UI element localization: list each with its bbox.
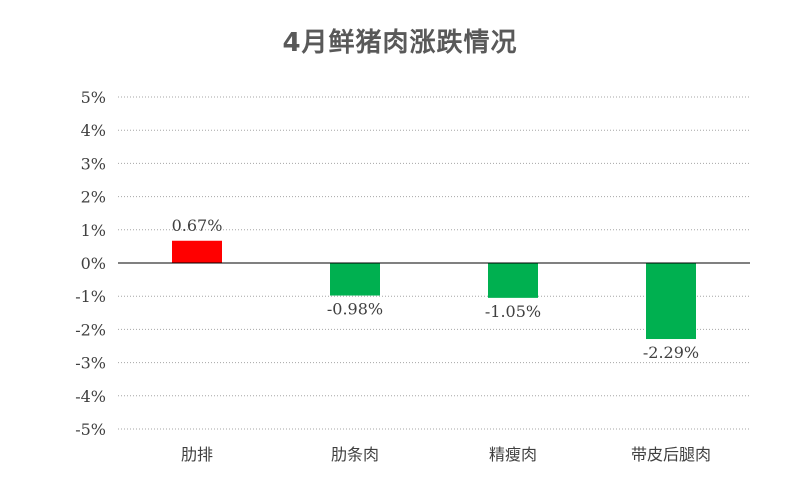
bar — [488, 263, 538, 298]
data-label: -1.05% — [485, 302, 541, 321]
bar — [172, 240, 222, 263]
bar — [646, 263, 696, 340]
y-tick-label: -4% — [75, 387, 106, 406]
y-tick-label: -2% — [75, 320, 106, 339]
category-label: 带皮后腿肉 — [631, 445, 711, 464]
category-label: 肋排 — [181, 445, 213, 464]
category-label: 肋条肉 — [331, 445, 379, 464]
y-tick-label: -3% — [75, 354, 106, 373]
y-tick-label: -5% — [75, 420, 106, 439]
chart-title: 4月鲜猪肉涨跌情况 — [282, 28, 518, 58]
data-label: -2.29% — [643, 343, 699, 362]
data-label: -0.98% — [327, 300, 383, 319]
y-tick-label: 1% — [81, 221, 106, 240]
y-tick-label: 5% — [81, 88, 106, 107]
y-tick-label: 2% — [81, 188, 106, 207]
bar — [330, 263, 380, 296]
y-tick-label: 0% — [81, 254, 106, 273]
y-tick-label: 4% — [81, 121, 106, 140]
category-label: 精瘦肉 — [489, 445, 537, 464]
y-tick-label: 3% — [81, 154, 106, 173]
y-tick-label: -1% — [75, 287, 106, 306]
data-label: 0.67% — [172, 216, 223, 235]
